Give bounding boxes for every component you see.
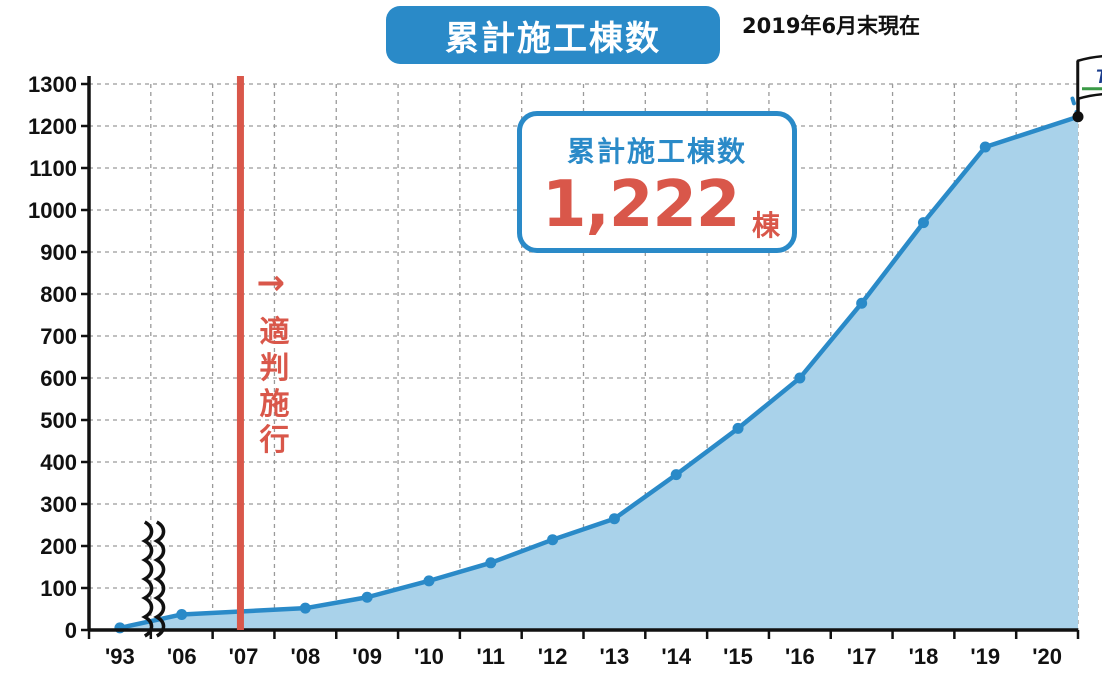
x-tick-label: '19 — [970, 644, 1000, 669]
callout-label: 累計施工棟数 — [566, 135, 747, 168]
y-tick-label: 1200 — [28, 114, 77, 139]
y-tick-label: 700 — [40, 324, 77, 349]
total-callout: 累計施工棟数 1,222 棟 — [517, 111, 797, 253]
data-point — [176, 608, 188, 620]
y-tick-label: 300 — [40, 492, 77, 517]
callout-value: 1,222 — [542, 168, 740, 242]
x-tick-label: '09 — [352, 644, 382, 669]
data-point — [794, 372, 806, 384]
callout-unit: 棟 — [752, 209, 781, 242]
y-tick-label: 0 — [65, 618, 77, 643]
x-tick-label: '15 — [723, 644, 753, 669]
data-point — [299, 602, 311, 614]
x-tick-label: '20 — [1032, 644, 1062, 669]
x-tick-label: '08 — [290, 644, 320, 669]
annotation-text-char: 行 — [258, 423, 289, 458]
axis-break-squiggle — [153, 520, 166, 638]
x-tick-label: '93 — [105, 644, 135, 669]
y-tick-label: 1000 — [28, 198, 77, 223]
y-tick-label: 600 — [40, 366, 77, 391]
data-point — [670, 469, 682, 481]
data-point — [547, 534, 559, 546]
data-point — [423, 575, 435, 587]
data-point — [485, 557, 497, 569]
flag-text: TNF — [1096, 67, 1102, 88]
y-tick-label: 1100 — [29, 156, 77, 181]
data-point — [917, 217, 929, 229]
axis-break-squiggle — [141, 520, 154, 638]
y-tick-label: 100 — [40, 576, 77, 601]
y-tick-label: 800 — [40, 282, 77, 307]
data-point — [732, 422, 744, 434]
y-tick-label: 200 — [40, 534, 77, 559]
y-tick-label: 1300 — [28, 72, 77, 97]
data-point — [856, 297, 868, 309]
x-tick-label: '07 — [229, 644, 259, 669]
data-point — [361, 591, 373, 603]
annotation-text-char: 判 — [259, 351, 289, 386]
annotation-text-char: 施 — [259, 387, 289, 422]
x-tick-label: '17 — [847, 644, 877, 669]
data-point — [608, 513, 620, 525]
x-tick-label: '16 — [785, 644, 815, 669]
annotation-text-char: 適 — [259, 315, 289, 350]
x-tick-label: '06 — [167, 644, 197, 669]
data-point — [979, 141, 991, 153]
as-of-date: 2019年6月末現在 — [742, 14, 921, 38]
x-tick-label: '18 — [909, 644, 939, 669]
x-tick-label: '14 — [661, 644, 691, 669]
annotation-line — [236, 76, 244, 630]
area-fill — [119, 116, 1078, 630]
y-tick-label: 900 — [40, 240, 77, 265]
y-tick-label: 400 — [40, 450, 77, 475]
x-tick-label: '12 — [538, 644, 568, 669]
x-tick-label: '13 — [600, 644, 630, 669]
y-tick-label: 500 — [40, 408, 77, 433]
x-tick-label: '10 — [414, 644, 444, 669]
annotation-arrow: → — [256, 263, 285, 303]
chart-title: 累計施工棟数 — [386, 6, 720, 64]
x-tick-label: '11 — [477, 644, 506, 669]
